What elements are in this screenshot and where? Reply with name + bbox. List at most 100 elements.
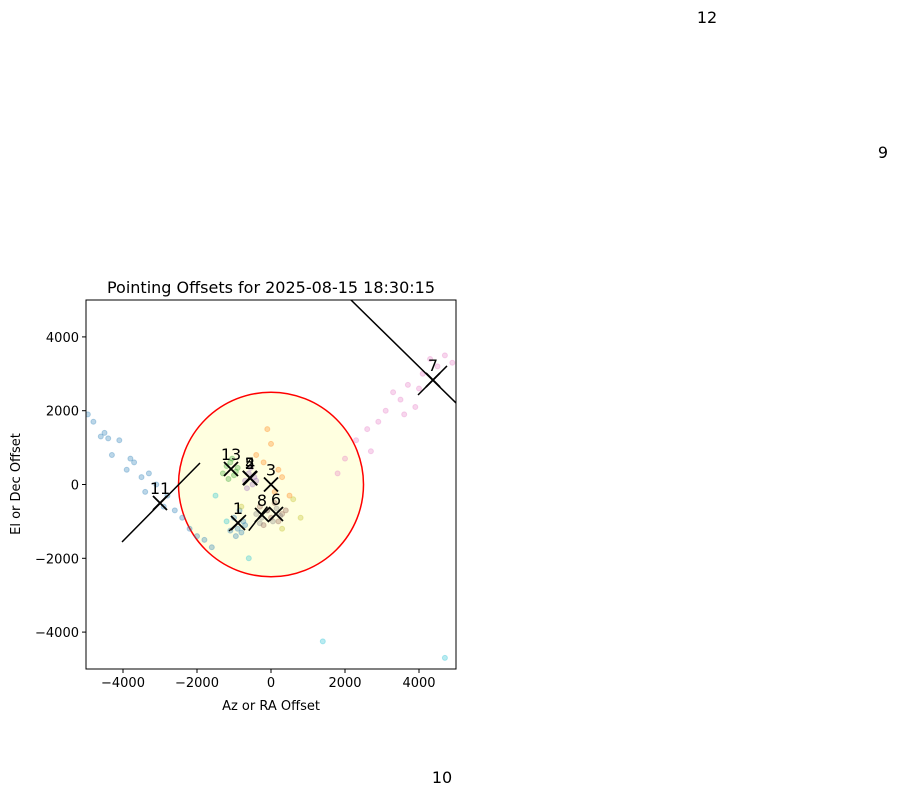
offset-point [145, 470, 152, 477]
offset-point [127, 455, 134, 462]
offset-point [105, 435, 112, 442]
offset-point [367, 448, 374, 455]
offset-point [227, 459, 234, 466]
offset-point [256, 520, 263, 527]
target-label: 5 [245, 454, 255, 473]
offset-point [441, 654, 448, 661]
offset-point [86, 411, 91, 418]
chart-title: Pointing Offsets for 2025-08-15 18:30:15 [107, 278, 435, 297]
offset-point [253, 511, 260, 518]
target-label: 7 [428, 356, 438, 375]
offset-point [131, 459, 138, 466]
offset-point [238, 503, 245, 510]
offset-point [275, 518, 282, 525]
offset-point [243, 485, 250, 492]
offset-point [123, 466, 130, 473]
offset-point [142, 488, 149, 495]
offset-point [282, 507, 289, 514]
target-marker [242, 470, 258, 486]
offset-point [260, 459, 267, 466]
offset-point [201, 536, 208, 543]
offset-point [249, 481, 256, 488]
x-axis-label: Az or RA Offset [222, 699, 320, 714]
target-marker [435, 785, 449, 799]
offset-point [279, 511, 286, 518]
target-marker [425, 372, 441, 388]
offset-point [279, 525, 286, 532]
offset-point [319, 638, 326, 645]
offset-point [101, 429, 108, 436]
offset-point [236, 507, 243, 514]
offset-point [253, 451, 260, 458]
offset-point [375, 418, 382, 425]
offset-point [279, 474, 286, 481]
offset-point [223, 518, 230, 525]
target-label: 12 [697, 8, 717, 27]
target-label: 10 [432, 768, 452, 787]
offset-point [364, 426, 371, 433]
direction-line [350, 300, 456, 404]
offset-point [275, 466, 282, 473]
offset-point [242, 522, 249, 529]
x-tick-label: 2000 [328, 676, 361, 691]
offset-point [353, 437, 360, 444]
offset-point [397, 396, 404, 403]
x-tick-label: −4000 [101, 676, 145, 691]
target-label: 13 [221, 445, 241, 464]
offset-point [269, 518, 276, 525]
offset-point [116, 437, 123, 444]
offset-point [229, 455, 236, 462]
y-tick-label: 4000 [46, 331, 79, 346]
offset-point [297, 514, 304, 521]
offset-point [264, 426, 271, 433]
target-label: 11 [150, 479, 170, 498]
offset-point [334, 470, 341, 477]
target-label: 8 [257, 491, 267, 510]
y-tick-label: −4000 [35, 626, 79, 641]
offset-point [271, 499, 278, 506]
offset-point [234, 464, 241, 471]
y-tick-label: −2000 [35, 552, 79, 567]
target-marker [230, 515, 246, 531]
offset-point [401, 411, 408, 418]
offset-point [194, 533, 200, 540]
target-label: 9 [878, 143, 888, 162]
offset-point [225, 475, 232, 482]
offset-point [90, 418, 97, 425]
x-tick-label: −2000 [175, 676, 219, 691]
offset-point [234, 525, 241, 532]
target-label: 6 [271, 490, 281, 509]
offset-point [186, 525, 193, 532]
offset-point [449, 359, 456, 366]
offset-point [108, 451, 115, 458]
offset-point [404, 381, 411, 388]
target-label: 3 [266, 461, 276, 480]
offset-point [97, 433, 104, 440]
offset-point [179, 514, 186, 521]
offset-point [416, 385, 422, 392]
offset-point [256, 503, 263, 510]
target-marker [268, 506, 284, 522]
offset-point [273, 505, 280, 512]
y-tick-label: 2000 [46, 405, 79, 420]
y-axis-label: El or Dec Offset [9, 433, 24, 535]
offset-point [286, 492, 293, 499]
offset-point [153, 481, 160, 488]
offset-point [412, 404, 419, 411]
x-tick-label: 0 [267, 676, 275, 691]
offset-point [171, 507, 178, 514]
x-tick-label: 4000 [402, 676, 435, 691]
target-marker [152, 495, 168, 511]
target-label: 4 [245, 454, 255, 473]
offset-point [441, 352, 448, 359]
offset-point [382, 407, 389, 414]
offset-point [247, 464, 254, 471]
target-marker [876, 160, 890, 174]
offset-point [245, 555, 252, 562]
target-marker [263, 476, 279, 493]
offset-point [427, 356, 434, 363]
offset-point [208, 544, 215, 551]
target-marker [223, 461, 239, 477]
offset-point [390, 389, 397, 396]
